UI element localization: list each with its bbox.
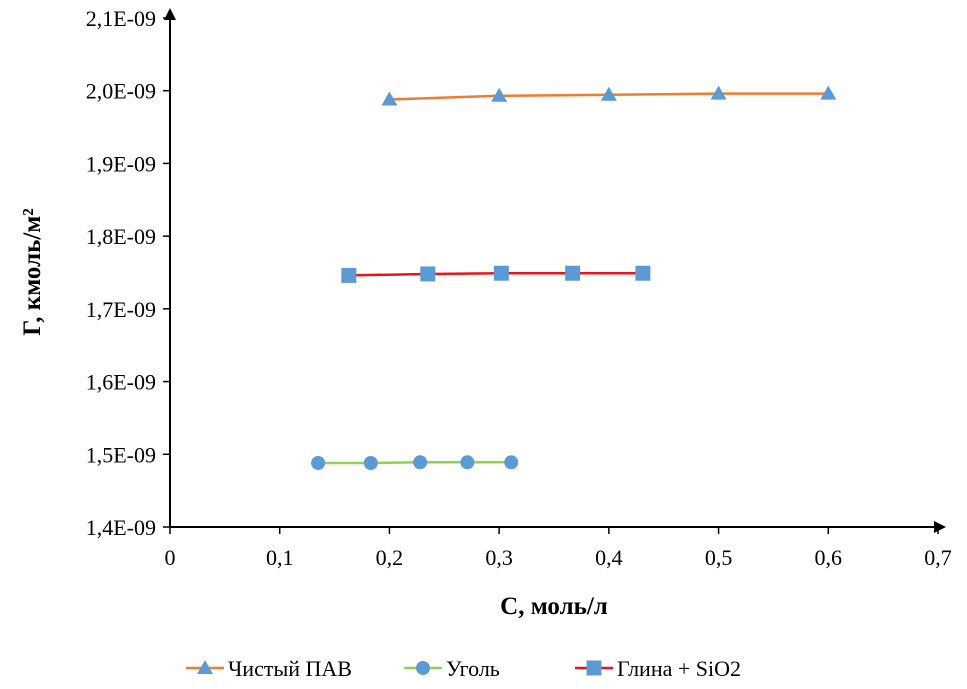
- square-marker: [635, 265, 651, 281]
- x-tick-label: 0,4: [595, 545, 623, 570]
- series-2: [311, 455, 519, 471]
- square-marker: [565, 265, 581, 281]
- circle-marker: [413, 455, 428, 470]
- series-layer: [311, 85, 837, 471]
- x-tick-label: 0,1: [266, 545, 294, 570]
- y-tick-label: 1,6E-09: [86, 370, 156, 395]
- legend-label: Уголь: [446, 656, 500, 681]
- circle-marker: [416, 661, 430, 675]
- square-marker: [586, 660, 602, 676]
- y-axis-label: Г, кмоль/м²: [19, 208, 46, 336]
- legend-item-3: Глина + SiO2: [575, 656, 741, 681]
- square-marker: [420, 266, 436, 282]
- legend-label: Чистый ПАВ: [228, 656, 352, 681]
- x-tick-label: 0: [165, 545, 176, 570]
- square-marker: [493, 265, 509, 281]
- legend-item-2: Уголь: [404, 656, 500, 681]
- y-tick-label: 1,8E-09: [86, 224, 156, 249]
- x-tick-label: 0,2: [376, 545, 404, 570]
- legend: Чистый ПАВ Уголь Глина + SiO2: [186, 656, 741, 681]
- series-1: [381, 85, 837, 106]
- triangle-marker: [491, 87, 508, 102]
- x-tick-label: 0,3: [485, 545, 513, 570]
- x-tick-label: 0,7: [924, 545, 952, 570]
- x-axis-label: C, моль/л: [500, 593, 608, 620]
- triangle-marker: [600, 86, 617, 101]
- triangle-marker: [710, 85, 727, 100]
- circle-marker: [311, 456, 326, 471]
- legend-item-1: Чистый ПАВ: [186, 656, 352, 681]
- triangle-marker: [820, 85, 837, 100]
- axes: 0 0,1 0,2 0,3 0,4 0,5 0,6 0,7 1,4E-09 1,5E-09 1,6E…: [86, 6, 952, 570]
- triangle-marker: [197, 660, 213, 674]
- circle-marker: [504, 455, 519, 470]
- series-3: [341, 265, 651, 283]
- triangle-marker: [381, 91, 398, 106]
- y-axis-arrow-icon: [164, 8, 176, 20]
- y-tick-label: 1,4E-09: [86, 515, 156, 540]
- y-tick-label: 1,7E-09: [86, 297, 156, 322]
- x-axis-arrow-icon: [934, 521, 946, 533]
- y-tick-label: 2,0E-09: [86, 79, 156, 104]
- circle-marker: [460, 455, 475, 470]
- legend-label: Глина + SiO2: [617, 656, 741, 681]
- y-tick-label: 1,9E-09: [86, 151, 156, 176]
- y-tick-label: 1,5E-09: [86, 442, 156, 467]
- circle-marker: [363, 456, 378, 471]
- y-tick-label: 2,1E-09: [86, 6, 156, 31]
- x-tick-label: 0,5: [705, 545, 733, 570]
- square-marker: [341, 267, 357, 283]
- x-tick-label: 0,6: [815, 545, 843, 570]
